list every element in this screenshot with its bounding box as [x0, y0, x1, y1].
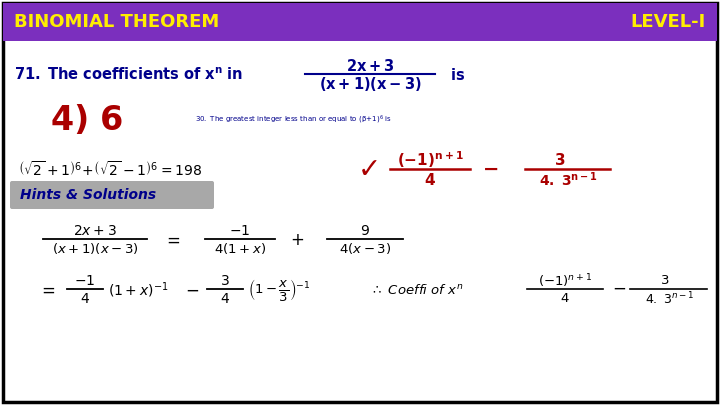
Text: $+$: $+$ [290, 231, 304, 249]
Text: $9$: $9$ [360, 224, 370, 238]
Bar [3, 3, 717, 41]
Text: $(x+1)(x-3)$: $(x+1)(x-3)$ [52, 241, 138, 256]
Text: $4$: $4$ [560, 292, 570, 305]
Text: $\mathbf{4.\ 3^{n-1}}$: $\mathbf{4.\ 3^{n-1}}$ [539, 171, 598, 189]
Text: $4$: $4$ [80, 292, 90, 306]
Text: $\mathrm{30.\ The\ greatest\ integer\ less\ than\ or\ equal\ to\ (\beta\!+\!1)^6: $\mathrm{30.\ The\ greatest\ integer\ le… [195, 114, 392, 126]
Text: $2x+3$: $2x+3$ [73, 224, 117, 238]
Text: $-$: $-$ [185, 281, 199, 299]
Text: $\therefore\ \mathit{Coeffi\ of\ x^n}$: $\therefore\ \mathit{Coeffi\ of\ x^n}$ [370, 283, 464, 297]
Text: $\mathbf{2x+3}$: $\mathbf{2x+3}$ [346, 58, 395, 74]
Text: $4$: $4$ [220, 292, 230, 306]
Text: $\mathbf{3}$: $\mathbf{3}$ [554, 152, 566, 168]
Text: $=$: $=$ [38, 281, 55, 299]
Text: $\mathbf{4}$: $\mathbf{4}$ [424, 172, 436, 188]
Text: $\mathbf{(-1)^{n+1}}$: $\mathbf{(-1)^{n+1}}$ [397, 150, 464, 171]
Text: $4(1+x)$: $4(1+x)$ [214, 241, 266, 256]
Text: BINOMIAL THEOREM: BINOMIAL THEOREM [14, 13, 220, 31]
Text: $\mathbf{-}$: $\mathbf{-}$ [482, 158, 498, 177]
Text: $\mathbf{(x+1)(x-3)}$: $\mathbf{(x+1)(x-3)}$ [319, 75, 421, 93]
Text: $=$: $=$ [163, 231, 181, 249]
Text: $-1$: $-1$ [230, 224, 251, 238]
Text: $4(x-3)$: $4(x-3)$ [339, 241, 391, 256]
Text: $\mathbf{4)\ 6}$: $\mathbf{4)\ 6}$ [50, 103, 123, 137]
Text: $(-1)^{n+1}$: $(-1)^{n+1}$ [538, 272, 592, 290]
Text: $3$: $3$ [220, 274, 230, 288]
Text: LEVEL-I: LEVEL-I [631, 13, 706, 31]
Text: $4.\ 3^{n-1}$: $4.\ 3^{n-1}$ [645, 291, 695, 307]
Text: $\left(1-\dfrac{x}{3}\right)^{-1}$: $\left(1-\dfrac{x}{3}\right)^{-1}$ [248, 277, 310, 303]
Text: Hints & Solutions: Hints & Solutions [20, 188, 156, 202]
Text: $\left(\sqrt{2}+1\right)^6\!+\!\left(\sqrt{2}-1\right)^6=198$: $\left(\sqrt{2}+1\right)^6\!+\!\left(\sq… [18, 160, 202, 179]
Text: $\mathbf{is}$: $\mathbf{is}$ [450, 67, 465, 83]
FancyBboxPatch shape [10, 181, 214, 209]
Text: $(1+x)^{-1}$: $(1+x)^{-1}$ [108, 280, 168, 300]
Text: $\bf{71.\ The\ coefficients\ of\ }$$\bf{x^n}$$\bf{\ in}$: $\bf{71.\ The\ coefficients\ of\ }$$\bf{… [14, 67, 243, 83]
Text: $-$: $-$ [612, 279, 626, 297]
Text: ✓: ✓ [358, 156, 382, 184]
Text: $3$: $3$ [660, 275, 670, 288]
Text: $-1$: $-1$ [74, 274, 96, 288]
